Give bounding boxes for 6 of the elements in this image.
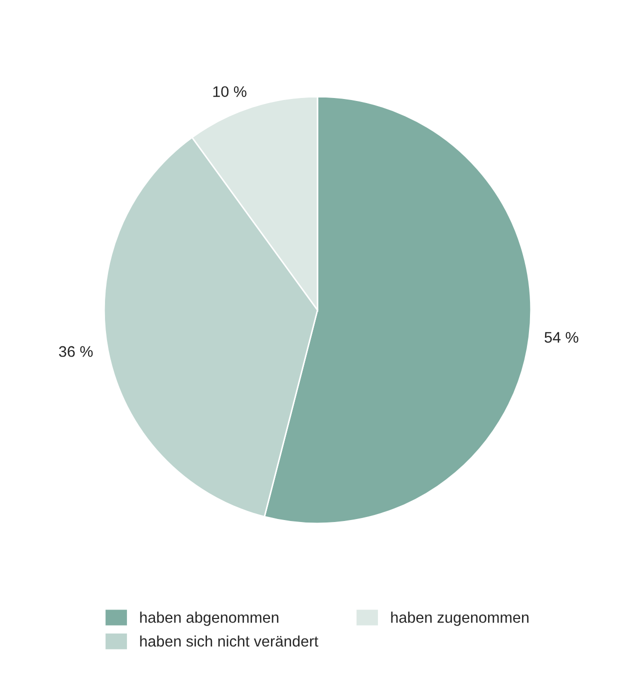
legend-label: haben sich nicht verändert bbox=[140, 635, 318, 647]
data-label: 10 % bbox=[213, 86, 246, 98]
data-label: 54 % bbox=[544, 332, 578, 343]
data-label: 36 % bbox=[59, 346, 93, 357]
legend-label: haben zugenommen bbox=[391, 612, 528, 626]
legend-label: haben abgenommen bbox=[140, 612, 278, 626]
